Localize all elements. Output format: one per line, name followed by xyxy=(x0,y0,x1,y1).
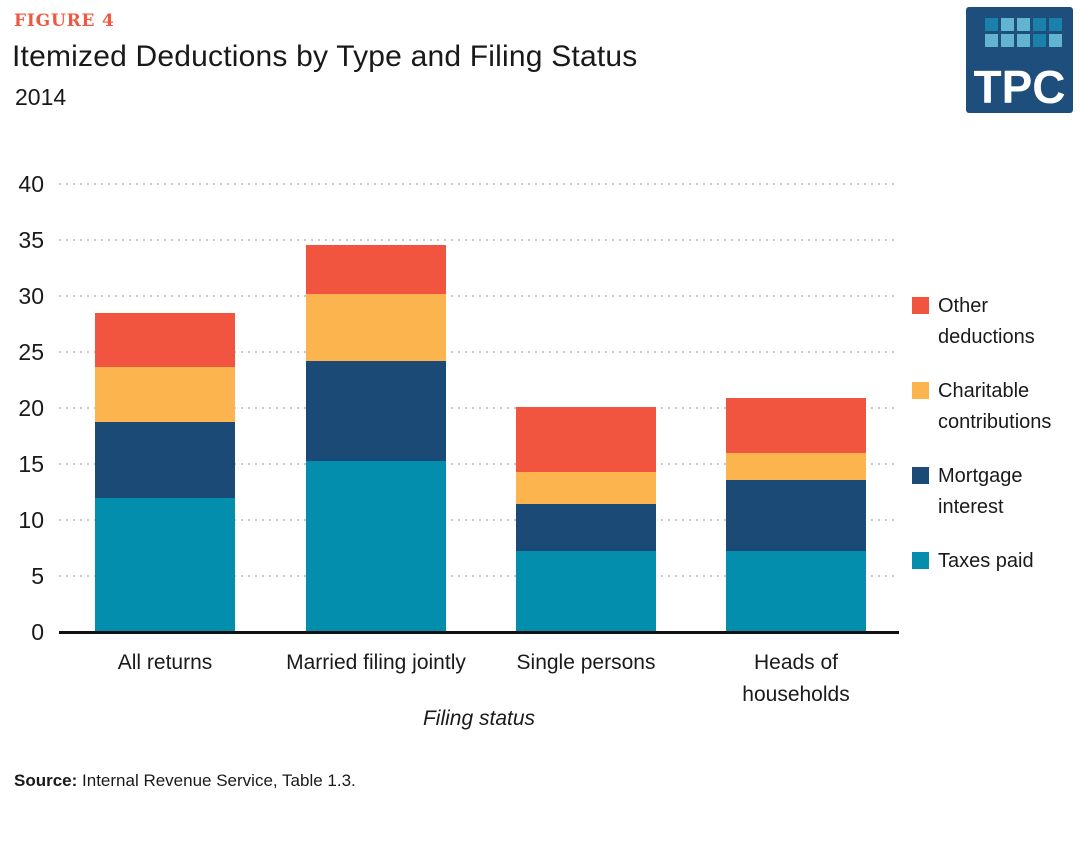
gridline-15 xyxy=(59,463,899,465)
source-note: Source: Internal Revenue Service, Table … xyxy=(14,771,356,791)
legend-swatch xyxy=(912,297,929,314)
bar-segment-taxes-paid xyxy=(726,551,866,631)
y-tick-label: 40 xyxy=(18,171,44,197)
bar-segment-taxes-paid xyxy=(95,497,235,631)
legend-swatch xyxy=(912,467,929,484)
logo-square xyxy=(1033,34,1046,47)
y-tick-label: 30 xyxy=(18,283,44,309)
subtitle-year: 2014 xyxy=(15,84,67,110)
y-tick-label: 25 xyxy=(18,339,44,365)
legend-label: Mortgage interest xyxy=(938,465,1023,518)
bar-segment-charitable-contributions xyxy=(306,293,446,362)
logo-square xyxy=(1033,18,1046,31)
bar-segment-mortgage-interest xyxy=(306,361,446,461)
y-tick-label: 15 xyxy=(18,451,44,477)
logo-square xyxy=(1049,34,1062,47)
y-tick-label: 35 xyxy=(18,227,44,253)
figure-label: FIGURE 4 xyxy=(14,11,115,31)
bar-segment-mortgage-interest xyxy=(516,504,656,552)
legend-label: Other deductions xyxy=(938,295,1035,348)
x-axis-label: Single persons xyxy=(516,651,656,674)
logo-square xyxy=(1049,18,1062,31)
gridline-20 xyxy=(59,407,899,409)
logo-square xyxy=(985,18,998,31)
bar-segment-other-deductions xyxy=(306,244,446,294)
y-tick-label: 10 xyxy=(18,507,44,533)
legend-label: Charitable contributions xyxy=(938,380,1052,433)
bar-segment-other-deductions xyxy=(95,312,235,367)
bar-segment-charitable-contributions xyxy=(726,452,866,480)
gridline-25 xyxy=(59,351,899,353)
bar-segment-charitable-contributions xyxy=(95,366,235,422)
logo-square xyxy=(1017,18,1030,31)
x-axis-label: Married filing jointly xyxy=(286,651,466,674)
y-tick-label: 5 xyxy=(31,563,44,589)
gridline-5 xyxy=(59,575,899,577)
legend-item: Taxes paid xyxy=(912,546,1086,577)
y-tick-label: 0 xyxy=(31,619,44,645)
x-axis-line xyxy=(59,631,899,634)
logo-square xyxy=(1017,34,1030,47)
legend-item: Mortgage interest xyxy=(912,461,1086,523)
bar-segment-mortgage-interest xyxy=(95,421,235,498)
x-axis-label: All returns xyxy=(117,651,213,674)
bar-segment-taxes-paid xyxy=(306,460,446,631)
logo-grid xyxy=(985,18,1062,47)
logo-square xyxy=(985,34,998,47)
gridline-35 xyxy=(59,239,899,241)
bar-segment-charitable-contributions xyxy=(516,471,656,505)
legend-swatch xyxy=(912,382,929,399)
source-text: Internal Revenue Service, Table 1.3. xyxy=(77,771,356,790)
x-axis-label: Heads of households xyxy=(742,651,850,706)
gridline-10 xyxy=(59,519,899,521)
bar-segment-other-deductions xyxy=(516,407,656,472)
legend-swatch xyxy=(912,552,929,569)
legend-item: Other deductions xyxy=(912,291,1086,353)
tpc-logo: TPC xyxy=(966,7,1073,113)
legend-item: Charitable contributions xyxy=(912,376,1086,438)
source-label: Source: xyxy=(14,771,78,790)
bar-segment-taxes-paid xyxy=(516,551,656,631)
logo-text: TPC xyxy=(973,61,1066,113)
y-tick-label: 20 xyxy=(18,395,44,421)
logo-square xyxy=(1001,34,1014,47)
gridline-40 xyxy=(59,183,899,185)
page-title: Itemized Deductions by Type and Filing S… xyxy=(12,40,638,73)
bar-segment-mortgage-interest xyxy=(726,479,866,552)
x-axis-title: Filing status xyxy=(422,707,536,730)
logo-square xyxy=(1001,18,1014,31)
bar-segment-other-deductions xyxy=(726,398,866,453)
gridline-30 xyxy=(59,295,899,297)
legend-label: Taxes paid xyxy=(938,550,1034,572)
